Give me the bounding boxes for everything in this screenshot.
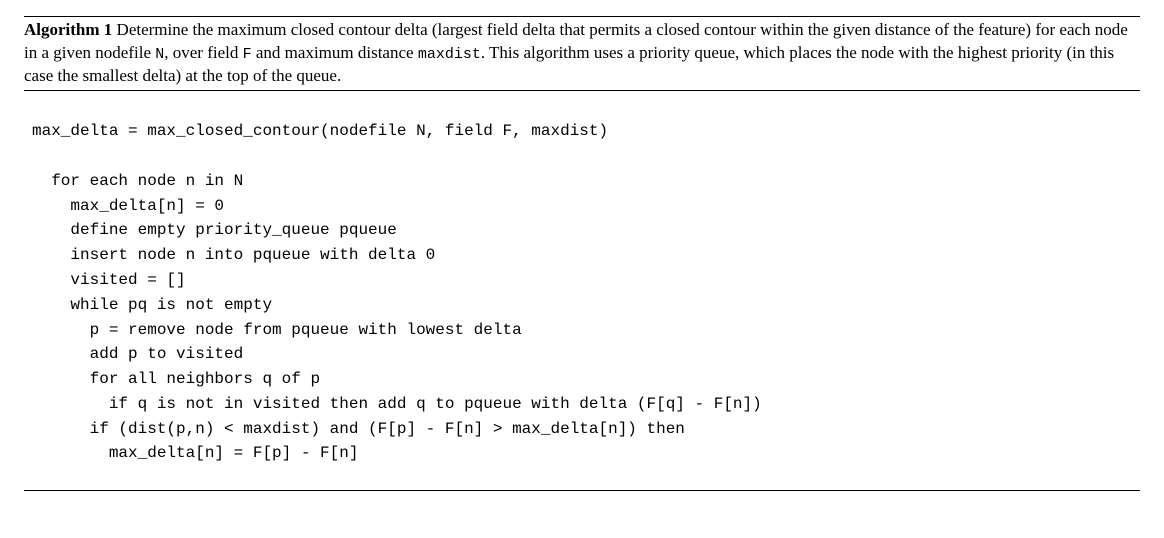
algorithm-block: Algorithm 1 Determine the maximum closed… <box>24 16 1140 491</box>
bottom-rule <box>24 490 1140 491</box>
caption-text-3: and maximum distance <box>252 43 418 62</box>
caption-code-3: maxdist <box>418 46 481 63</box>
algorithm-caption: Algorithm 1 Determine the maximum closed… <box>24 17 1140 90</box>
algorithm-code: max_delta = max_closed_contour(nodefile … <box>24 91 1140 490</box>
caption-code-1: N <box>155 46 164 63</box>
algorithm-label: Algorithm 1 <box>24 20 112 39</box>
caption-text-2: , over field <box>164 43 242 62</box>
caption-code-2: F <box>243 46 252 63</box>
